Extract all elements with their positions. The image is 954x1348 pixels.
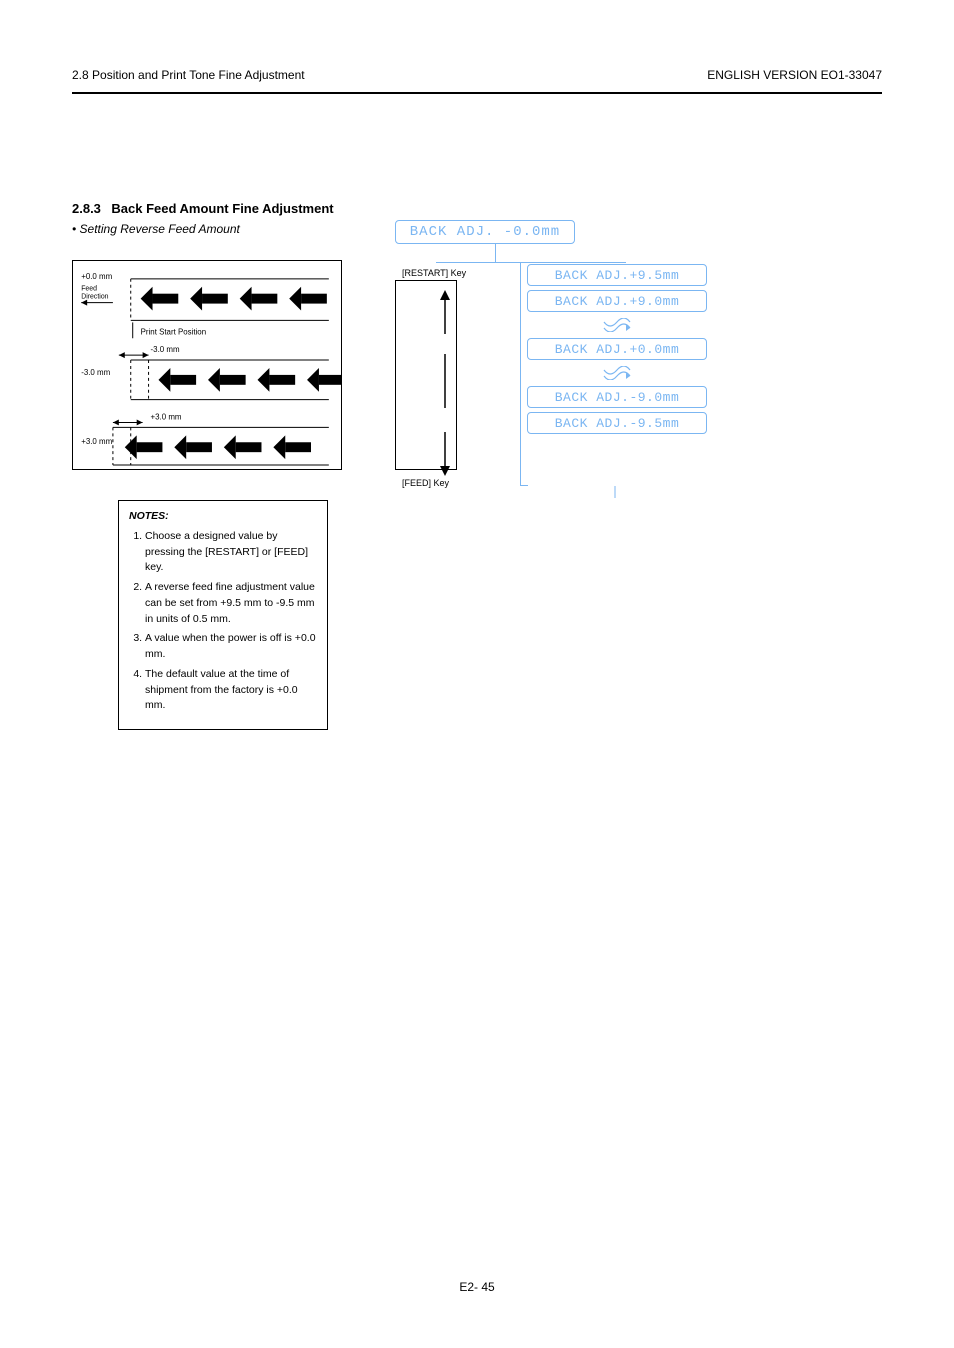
ellipsis-wavy-icon bbox=[527, 316, 707, 334]
arrow-up-icon bbox=[436, 288, 454, 336]
stack-bottom-connector bbox=[525, 486, 715, 500]
restart-key-label: [RESTART] Key bbox=[402, 268, 466, 278]
notes-list: Choose a designed value by pressing the … bbox=[129, 529, 317, 714]
svg-text:-3.0 mm: -3.0 mm bbox=[151, 345, 180, 354]
lcd-value: BACK ADJ.+9.5mm bbox=[527, 264, 707, 286]
section-header: 2.8.3 Back Feed Amount Fine Adjustment •… bbox=[72, 200, 352, 236]
lcd-value: BACK ADJ.+9.0mm bbox=[527, 290, 707, 312]
notes-title: NOTES: bbox=[129, 509, 317, 525]
svg-text:+3.0 mm: +3.0 mm bbox=[81, 437, 112, 446]
notes-item: A reverse feed fine adjustment value can… bbox=[145, 580, 317, 627]
section-number: 2.8.3 bbox=[72, 201, 101, 216]
vert-line-icon bbox=[436, 352, 454, 410]
notes-box: NOTES: Choose a designed value by pressi… bbox=[118, 500, 328, 730]
svg-text:+0.0 mm: +0.0 mm bbox=[81, 272, 112, 281]
header-divider bbox=[72, 92, 882, 94]
lcd-connector-line bbox=[495, 244, 497, 262]
arrow-down-icon bbox=[436, 430, 454, 478]
svg-text:Print Start Position: Print Start Position bbox=[141, 327, 206, 336]
note-subtitle: • Setting Reverse Feed Amount bbox=[72, 222, 352, 236]
feed-diagram: +0.0 mm Feed Direction Print Start Posit… bbox=[72, 260, 342, 470]
svg-text:Feed: Feed bbox=[81, 286, 97, 293]
header-right: ENGLISH VERSION EO1-33047 bbox=[707, 68, 882, 82]
svg-text:-3.0 mm: -3.0 mm bbox=[81, 368, 110, 377]
page-number: E2- 45 bbox=[0, 1280, 954, 1294]
lcd-value: BACK ADJ.-9.0mm bbox=[527, 386, 707, 408]
notes-item: A value when the power is off is +0.0 mm… bbox=[145, 631, 317, 663]
feed-key-label: [FEED] Key bbox=[402, 478, 449, 488]
ellipsis-wavy-icon bbox=[527, 364, 707, 382]
lcd-value: BACK ADJ.-9.5mm bbox=[527, 412, 707, 434]
svg-text:+3.0 mm: +3.0 mm bbox=[151, 412, 182, 421]
svg-text:Direction: Direction bbox=[81, 294, 108, 301]
lcd-value-stack: BACK ADJ.+9.5mm BACK ADJ.+9.0mm BACK ADJ… bbox=[527, 264, 717, 438]
lcd-value: BACK ADJ.+0.0mm bbox=[527, 338, 707, 360]
header-left: 2.8 Position and Print Tone Fine Adjustm… bbox=[72, 68, 305, 82]
section-title: Back Feed Amount Fine Adjustment bbox=[111, 201, 333, 216]
lcd-display-top: BACK ADJ. -0.0mm bbox=[395, 220, 575, 244]
notes-item: Choose a designed value by pressing the … bbox=[145, 529, 317, 576]
notes-item: The default value at the time of shipmen… bbox=[145, 667, 317, 714]
